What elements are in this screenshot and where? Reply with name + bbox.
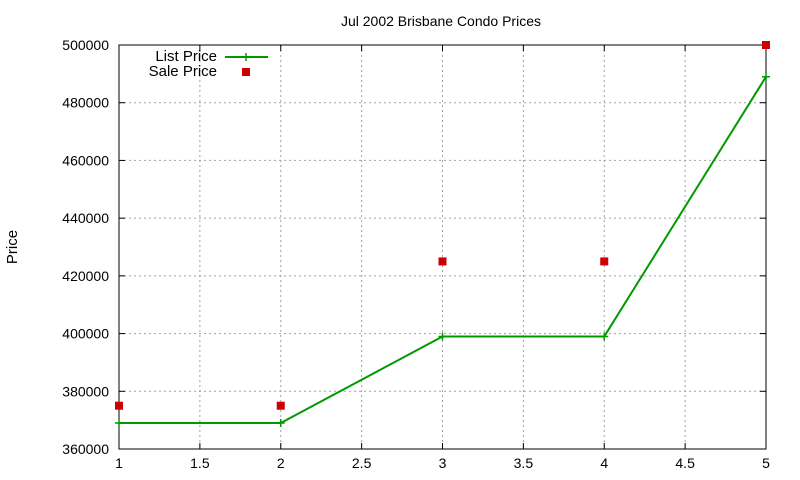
x-tick-label: 2.5 <box>352 455 372 471</box>
y-tick-label: 420000 <box>62 268 109 284</box>
x-tick-label: 2 <box>277 455 285 471</box>
legend: List Price Sale Price <box>149 48 268 80</box>
legend-label-list-price: List Price <box>155 48 217 65</box>
list-price-point <box>276 419 285 428</box>
legend-label-sale-price: Sale Price <box>149 63 217 80</box>
grid <box>119 45 766 449</box>
y-tick-label: 380000 <box>62 383 109 399</box>
axis-ticks: 1 1.5 2 2.5 3 3.5 4 4.5 5 360000 380000 400000 42000… <box>62 37 770 471</box>
series-layer <box>115 41 770 428</box>
y-axis-label: Price <box>4 230 21 264</box>
list-price-point <box>438 332 447 341</box>
y-tick-label: 460000 <box>62 152 109 168</box>
plot-border <box>118 44 767 450</box>
list-price-point <box>762 72 770 81</box>
y-tick-label: 480000 <box>62 95 109 111</box>
list-price-point <box>600 332 609 341</box>
list-price-point <box>115 419 123 428</box>
chart-title: Jul 2002 Brisbane Condo Prices <box>341 13 541 29</box>
legend-swatch-sale-price <box>242 68 250 76</box>
y-tick-label: 400000 <box>62 326 109 342</box>
x-tick-label: 4 <box>600 455 608 471</box>
x-tick-label: 3 <box>439 455 447 471</box>
sale-price-point <box>600 257 609 266</box>
sale-price-point <box>276 401 285 410</box>
legend-marker-list-price <box>242 53 250 61</box>
y-tick-label: 440000 <box>62 210 109 226</box>
x-tick-label: 5 <box>762 455 770 471</box>
x-tick-label: 1.5 <box>190 455 210 471</box>
sale-price-point <box>762 41 770 49</box>
x-tick-label: 4.5 <box>675 455 695 471</box>
y-tick-label: 500000 <box>62 37 109 53</box>
sale-price-point <box>438 257 447 266</box>
x-tick-label: 1 <box>115 455 123 471</box>
x-tick-label: 3.5 <box>514 455 534 471</box>
sale-price-point <box>115 401 123 410</box>
y-tick-label: 360000 <box>62 441 109 457</box>
